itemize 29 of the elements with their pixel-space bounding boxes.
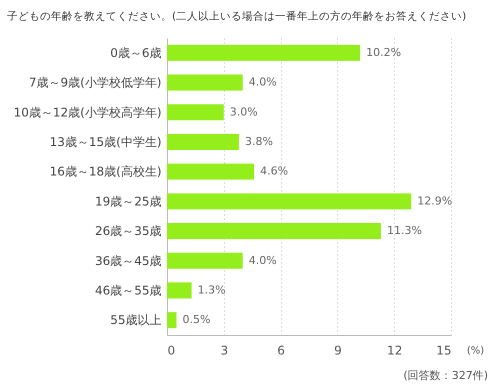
data-label: 0.5% <box>182 313 210 326</box>
data-label: 12.9% <box>417 194 452 208</box>
x-tick-label: 3 <box>220 344 228 358</box>
data-label: 3.8% <box>244 134 273 148</box>
y-tick-label: 13歳～15歳(中学生) <box>50 134 162 149</box>
x-tick-label: 15 <box>436 344 452 358</box>
y-tick-label: 36歳～45歳 <box>94 254 162 268</box>
y-tick-label: 16歳～18歳(高校生) <box>50 164 162 179</box>
chart-title: 子どもの年齢を教えてください。(二人以上いる場合は一番年上の方の年齢をお答えください) <box>7 10 466 22</box>
data-label: 4.0% <box>248 76 277 89</box>
data-label: 1.3% <box>198 283 226 296</box>
x-tick-label: 9 <box>334 344 342 358</box>
x-tick-label: 0 <box>168 344 176 358</box>
y-tick-label: 7歳～9歳(小学校低学年) <box>28 76 162 90</box>
y-tick-label: 55歳以上 <box>110 313 162 328</box>
data-label: 10.2% <box>366 46 402 59</box>
y-tick-label: 10歳～12歳(小学校高学年) <box>14 105 162 120</box>
text: (回答数：327件) <box>403 368 488 383</box>
y-tick-label: 0歳～6歳 <box>110 46 162 60</box>
y-tick-label: 26歳～35歳 <box>94 224 162 238</box>
y-tick-label: 19歳～25歳 <box>94 194 162 208</box>
data-label: 4.0% <box>248 254 277 267</box>
x-axis-title: (%) <box>466 346 484 356</box>
x-tick-label: 6 <box>277 344 285 358</box>
x-tick-label: 12 <box>387 344 402 358</box>
data-label: 4.6% <box>260 164 288 178</box>
data-label: 3.0% <box>230 105 258 118</box>
y-tick-label: 46歳～55歳 <box>94 283 162 298</box>
data-label: 11.3% <box>386 224 422 238</box>
